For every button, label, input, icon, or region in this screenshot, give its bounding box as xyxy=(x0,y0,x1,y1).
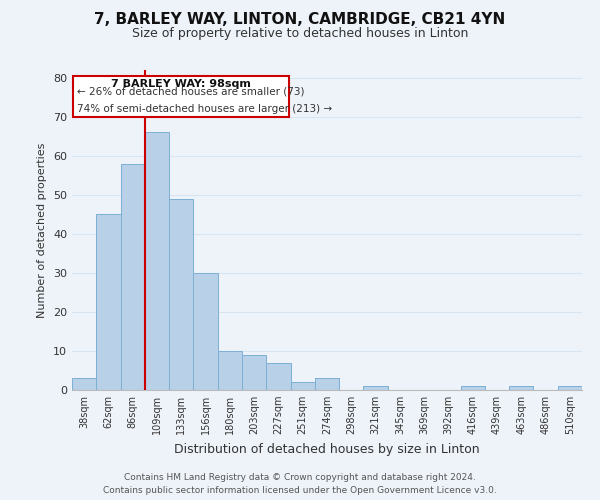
Bar xyxy=(96,214,121,390)
Y-axis label: Number of detached properties: Number of detached properties xyxy=(37,142,47,318)
Bar xyxy=(266,362,290,390)
Bar xyxy=(218,351,242,390)
Bar xyxy=(193,273,218,390)
Bar xyxy=(509,386,533,390)
Bar xyxy=(558,386,582,390)
Bar xyxy=(461,386,485,390)
Text: 74% of semi-detached houses are larger (213) →: 74% of semi-detached houses are larger (… xyxy=(77,104,332,114)
Bar xyxy=(72,378,96,390)
Bar xyxy=(169,199,193,390)
Bar xyxy=(145,132,169,390)
Text: 7, BARLEY WAY, LINTON, CAMBRIDGE, CB21 4YN: 7, BARLEY WAY, LINTON, CAMBRIDGE, CB21 4… xyxy=(94,12,506,28)
Text: 7 BARLEY WAY: 98sqm: 7 BARLEY WAY: 98sqm xyxy=(112,79,251,89)
Text: Contains public sector information licensed under the Open Government Licence v3: Contains public sector information licen… xyxy=(103,486,497,495)
FancyBboxPatch shape xyxy=(73,76,289,117)
Bar xyxy=(242,355,266,390)
X-axis label: Distribution of detached houses by size in Linton: Distribution of detached houses by size … xyxy=(174,442,480,456)
Bar xyxy=(290,382,315,390)
Bar xyxy=(315,378,339,390)
Text: ← 26% of detached houses are smaller (73): ← 26% of detached houses are smaller (73… xyxy=(77,86,304,97)
Text: Contains HM Land Registry data © Crown copyright and database right 2024.: Contains HM Land Registry data © Crown c… xyxy=(124,474,476,482)
Bar xyxy=(121,164,145,390)
Text: Size of property relative to detached houses in Linton: Size of property relative to detached ho… xyxy=(132,28,468,40)
Bar xyxy=(364,386,388,390)
